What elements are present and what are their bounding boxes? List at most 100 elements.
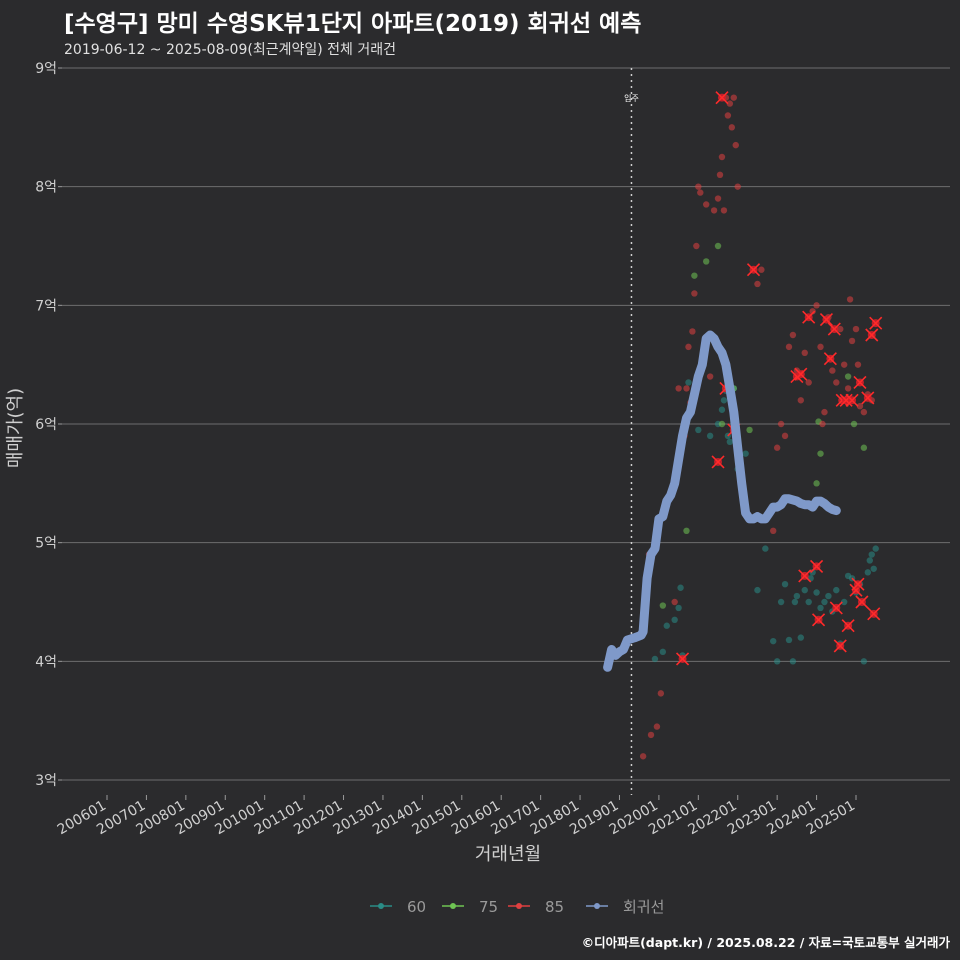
legend-label: 회귀선 (623, 898, 664, 916)
point-75 (746, 426, 753, 434)
point-85 (852, 325, 860, 333)
highlight-marker (811, 613, 826, 627)
point-85 (695, 183, 702, 190)
footer-credit: ©디아파트(dapt.kr) / 2025.08.22 / 자료=국토교통부 실… (581, 935, 950, 950)
point-85 (675, 385, 682, 392)
highlight-marker (819, 313, 833, 327)
point-85 (846, 296, 854, 303)
point-85 (724, 112, 732, 119)
point-60 (872, 545, 879, 552)
point-75 (659, 602, 667, 609)
move-in-annotation: 입주 (624, 68, 639, 795)
point-75 (683, 527, 690, 534)
legend-label: 75 (479, 898, 498, 916)
point-85 (730, 94, 737, 101)
point-60 (825, 592, 832, 600)
point-85 (758, 266, 765, 273)
highlight-marker (827, 322, 841, 336)
y-tick-label: 9억 (35, 61, 57, 77)
highlight-marker (798, 569, 812, 583)
highlight-cross (827, 322, 841, 336)
point-85 (817, 343, 824, 351)
legend-swatch-dot (594, 903, 600, 909)
highlight-marker (839, 393, 853, 407)
highlight-marker (841, 619, 855, 633)
point-60 (781, 581, 789, 588)
point-60 (813, 589, 820, 596)
legend-swatch-dot (450, 903, 456, 909)
point-85 (821, 408, 828, 416)
point-85 (813, 302, 820, 309)
point-60 (789, 658, 797, 665)
point-85 (732, 141, 739, 149)
highlight-cross (841, 619, 855, 633)
highlight-cross (811, 613, 826, 627)
highlight-cross (802, 310, 816, 324)
point-85 (671, 598, 678, 606)
highlight-marker (746, 263, 761, 277)
highlight-cross (869, 316, 883, 330)
point-85 (797, 397, 805, 404)
point-85 (844, 385, 852, 392)
point-85 (693, 242, 700, 250)
highlight-marker (715, 91, 729, 105)
point-85 (710, 207, 718, 214)
point-60 (868, 551, 875, 558)
highlight-cross (746, 263, 761, 277)
point-75 (718, 420, 726, 428)
y-tick-label: 7억 (35, 298, 57, 314)
highlight-marker (802, 310, 816, 324)
point-60 (840, 598, 848, 606)
point-75 (714, 242, 722, 250)
point-60 (791, 598, 799, 606)
point-85 (685, 343, 692, 351)
point-60 (659, 648, 667, 656)
point-85 (860, 408, 868, 416)
legend-item: 60 (370, 898, 426, 916)
highlight-marker (675, 652, 690, 666)
x-axis-label: 거래년월 (475, 844, 541, 865)
point-60 (860, 658, 868, 665)
point-60 (793, 592, 801, 600)
annotation-label: 입주 (624, 94, 639, 103)
highlight-cross (798, 569, 812, 583)
point-85 (856, 403, 864, 410)
highlight-cross (823, 352, 837, 366)
point-85 (639, 753, 647, 760)
highlight-marker (851, 577, 865, 591)
highlight-marker (794, 367, 808, 381)
point-85 (854, 361, 862, 368)
point-60 (773, 658, 781, 665)
point-60 (726, 438, 734, 445)
highlight-marker (869, 316, 883, 330)
highlight-cross (829, 601, 843, 615)
chart-subtitle: 2019-06-12 ~ 2025-08-09(최근계약일) 전체 거래건 (64, 42, 396, 58)
legend: 60 75 85 회귀선 (370, 898, 664, 916)
x-axis-ticks: 2006012007012008012009012010012011012012… (55, 795, 858, 838)
highlight-marker (853, 375, 867, 390)
point-85 (805, 379, 812, 386)
point-60 (742, 450, 749, 457)
legend-swatch-dot (516, 903, 522, 909)
point-85 (809, 308, 816, 315)
point-85 (801, 349, 808, 356)
highlight-marker (810, 559, 824, 573)
point-60 (797, 634, 805, 641)
point-75 (813, 480, 820, 487)
point-85 (706, 373, 714, 380)
point-60 (870, 565, 877, 572)
point-60 (777, 598, 785, 606)
point-85 (777, 420, 785, 428)
point-85 (833, 379, 840, 386)
point-60 (762, 545, 769, 552)
legend-swatch-dot (378, 903, 384, 909)
point-75 (817, 450, 824, 457)
highlight-marker (867, 607, 881, 621)
point-60 (677, 584, 684, 591)
highlight-cross (853, 375, 867, 390)
point-60 (770, 637, 777, 645)
highlight-cross (715, 91, 729, 105)
y-tick-label: 3억 (35, 773, 57, 789)
highlight-marker (833, 639, 847, 653)
